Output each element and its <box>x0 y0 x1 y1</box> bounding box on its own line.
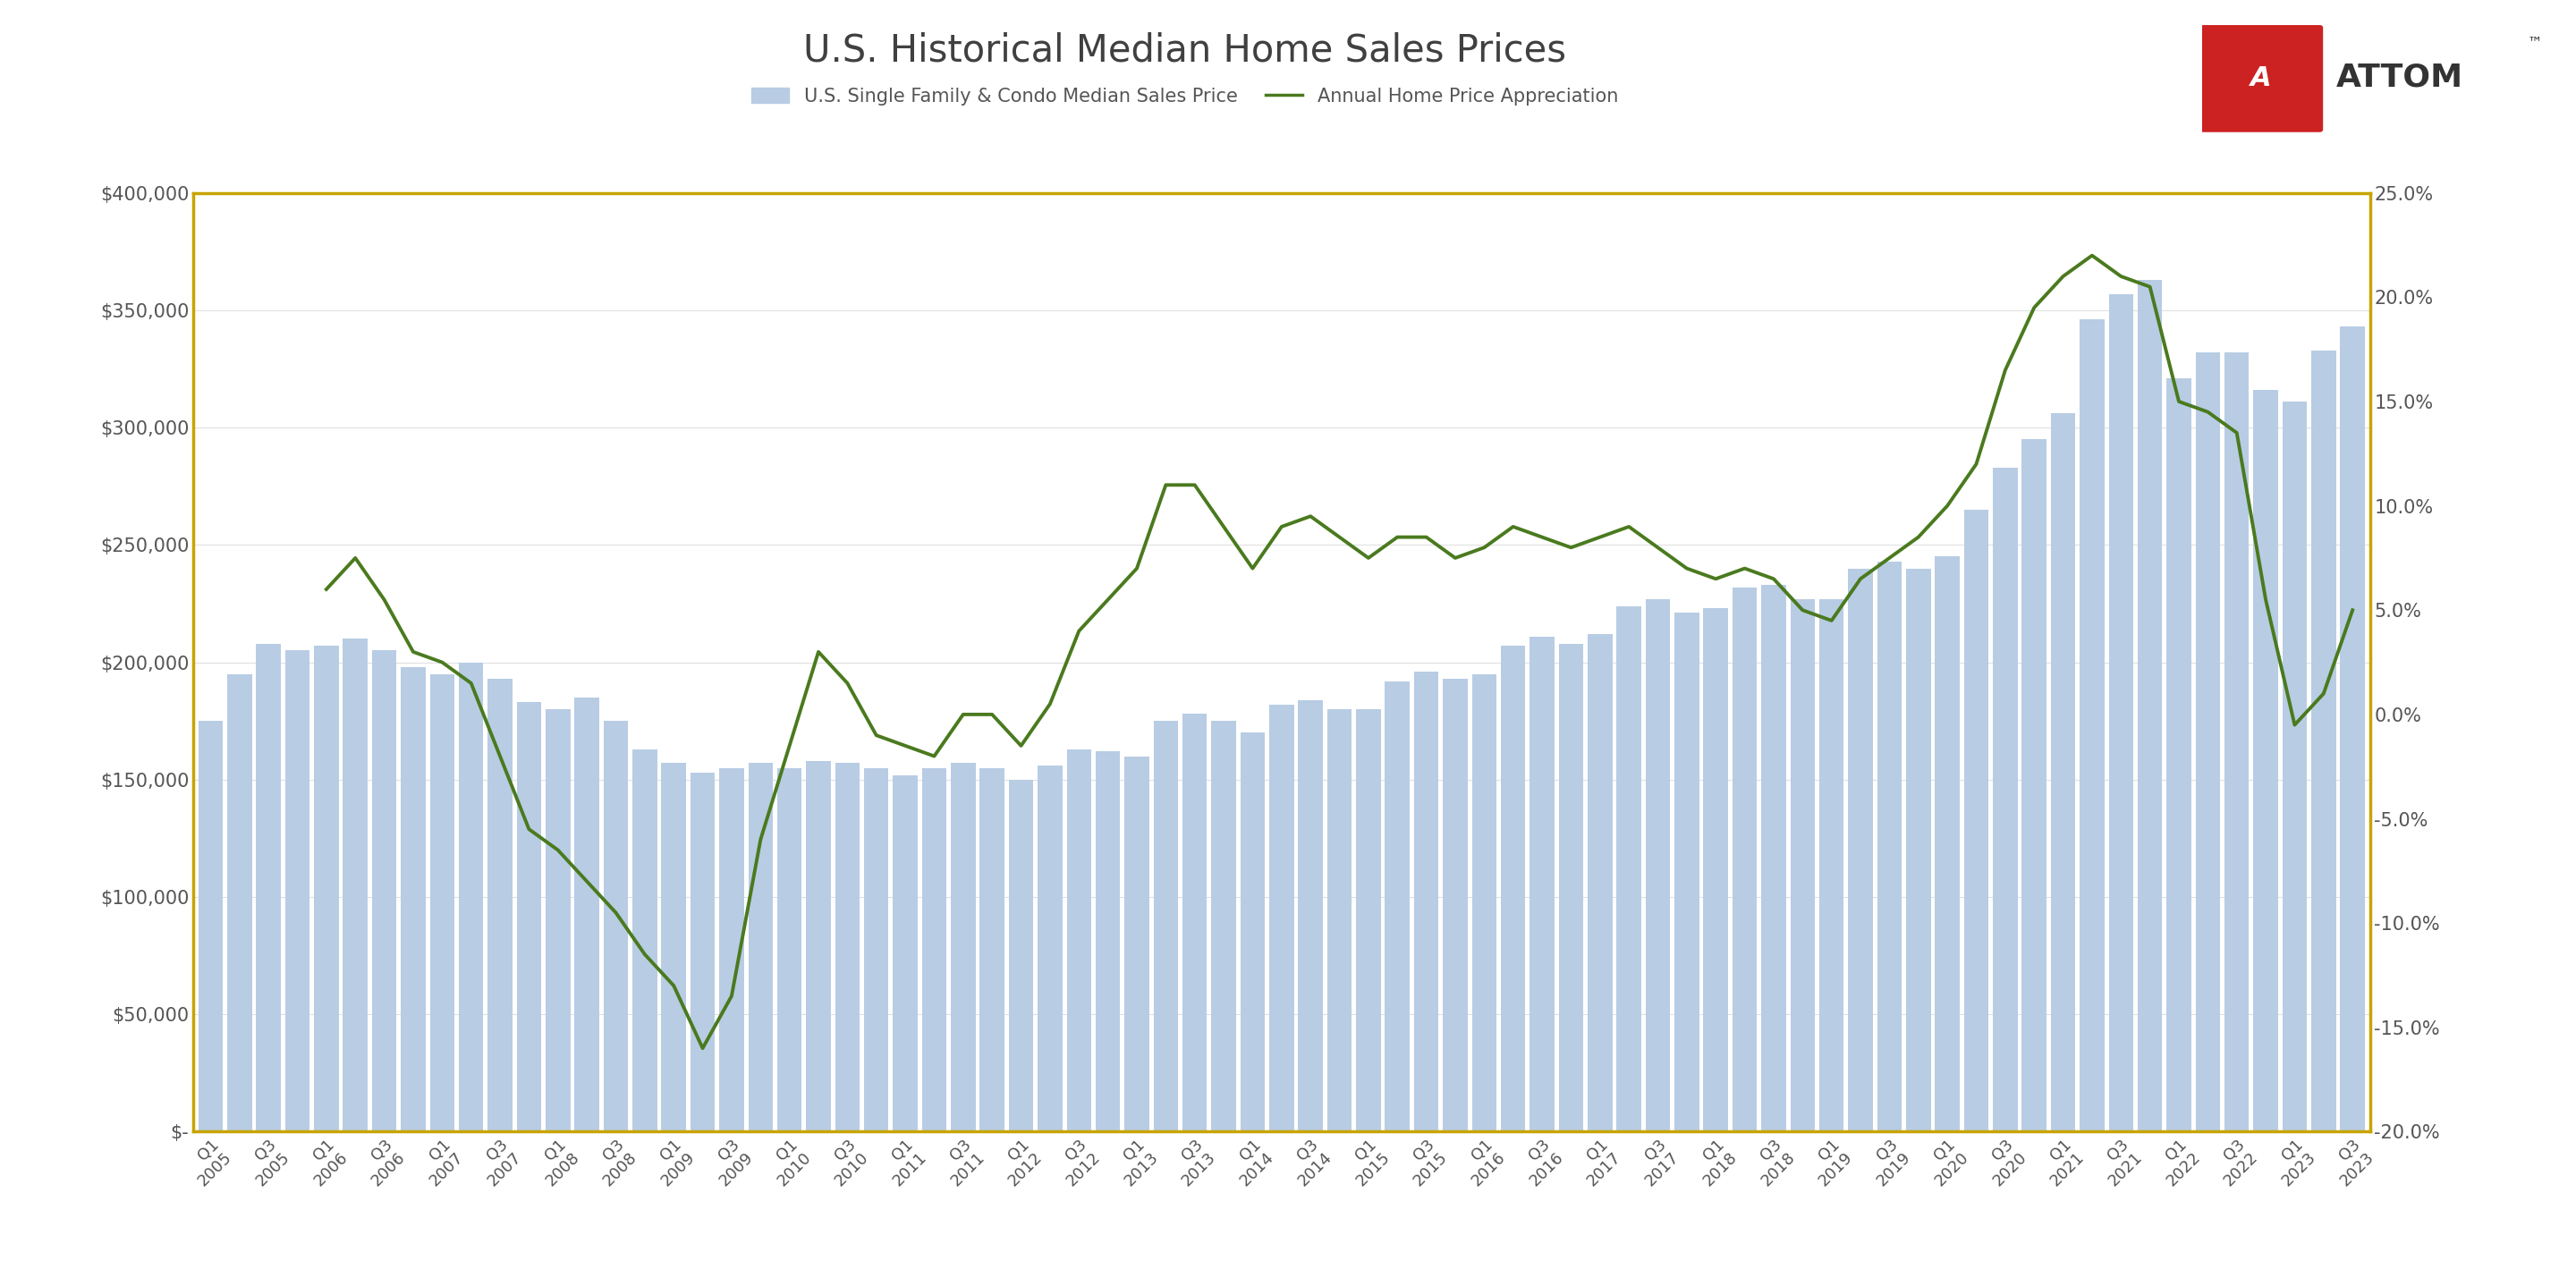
Bar <box>2138 280 2161 1132</box>
Bar <box>227 674 252 1132</box>
Text: ATTOM: ATTOM <box>2336 62 2463 93</box>
Bar <box>2110 293 2133 1132</box>
Bar <box>1646 599 1669 1132</box>
Bar <box>1386 682 1409 1132</box>
Bar <box>922 768 945 1132</box>
Bar <box>1790 599 1816 1132</box>
Bar <box>806 761 829 1132</box>
Bar <box>371 651 397 1132</box>
Bar <box>863 768 889 1132</box>
Bar <box>951 763 976 1132</box>
Bar <box>198 721 224 1132</box>
Bar <box>1355 710 1381 1132</box>
Bar <box>894 775 917 1132</box>
Bar <box>574 697 600 1132</box>
Bar <box>314 646 337 1132</box>
Bar <box>1298 700 1324 1132</box>
Bar <box>1038 765 1061 1132</box>
Bar <box>1095 751 1121 1132</box>
Bar <box>2226 352 2249 1132</box>
Bar <box>1734 588 1757 1132</box>
Bar <box>1211 721 1236 1132</box>
Bar <box>747 763 773 1132</box>
Bar <box>1703 608 1728 1132</box>
Text: ™: ™ <box>2527 35 2543 50</box>
Bar <box>2079 320 2105 1132</box>
Bar <box>343 639 368 1132</box>
Bar <box>518 702 541 1132</box>
Bar <box>546 710 569 1132</box>
Bar <box>1066 750 1092 1132</box>
Bar <box>1327 710 1352 1132</box>
Text: A: A <box>2251 66 2272 91</box>
Bar <box>979 768 1005 1132</box>
Bar <box>487 679 513 1132</box>
Bar <box>1558 643 1584 1132</box>
Bar <box>1587 634 1613 1132</box>
Bar <box>1674 613 1700 1132</box>
Bar <box>1270 705 1293 1132</box>
Bar <box>2166 378 2192 1132</box>
Bar <box>1502 646 1525 1132</box>
Legend: U.S. Single Family & Condo Median Sales Price, Annual Home Price Appreciation: U.S. Single Family & Condo Median Sales … <box>744 80 1625 113</box>
Bar <box>1963 509 1989 1132</box>
Bar <box>603 721 629 1132</box>
Bar <box>1906 568 1929 1132</box>
Text: U.S. Historical Median Home Sales Prices: U.S. Historical Median Home Sales Prices <box>804 32 1566 69</box>
Bar <box>2311 350 2336 1132</box>
Bar <box>286 651 309 1132</box>
Bar <box>1010 779 1033 1132</box>
Bar <box>1994 468 2017 1132</box>
Bar <box>2022 440 2045 1132</box>
Bar <box>1414 671 1437 1132</box>
Bar <box>2195 352 2221 1132</box>
Bar <box>690 773 716 1132</box>
Bar <box>1239 733 1265 1132</box>
Bar <box>2282 401 2308 1132</box>
Bar <box>719 768 744 1132</box>
Bar <box>459 662 484 1132</box>
Bar <box>1618 606 1641 1132</box>
Bar <box>2050 414 2076 1132</box>
Bar <box>1471 674 1497 1132</box>
Bar <box>430 674 453 1132</box>
Bar <box>662 763 685 1132</box>
Bar <box>255 643 281 1132</box>
Bar <box>1154 721 1177 1132</box>
Bar <box>1126 756 1149 1132</box>
Bar <box>778 768 801 1132</box>
Bar <box>2339 327 2365 1132</box>
Bar <box>402 667 425 1132</box>
Bar <box>835 763 860 1132</box>
Bar <box>2254 390 2277 1132</box>
Bar <box>1935 557 1960 1132</box>
Bar <box>1762 585 1785 1132</box>
Bar <box>1443 679 1468 1132</box>
Bar <box>634 750 657 1132</box>
Bar <box>1878 562 1901 1132</box>
Bar <box>1819 599 1844 1132</box>
Bar <box>1847 568 1873 1132</box>
Bar <box>1182 714 1208 1132</box>
Bar <box>1530 637 1553 1132</box>
FancyBboxPatch shape <box>2200 24 2324 132</box>
